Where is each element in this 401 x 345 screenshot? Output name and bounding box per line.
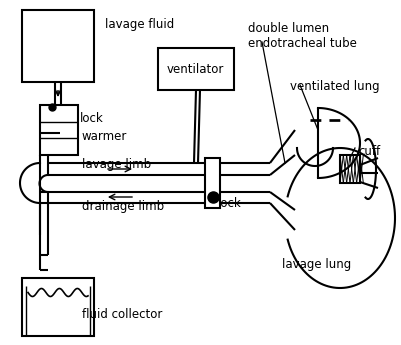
Text: lock: lock xyxy=(80,112,104,125)
Text: cuff: cuff xyxy=(358,145,380,158)
Text: lavage lung: lavage lung xyxy=(282,258,351,271)
Text: double lumen
endotracheal tube: double lumen endotracheal tube xyxy=(248,22,357,50)
Bar xyxy=(22,10,94,82)
Bar xyxy=(22,278,94,336)
Text: warmer: warmer xyxy=(82,130,128,143)
Bar xyxy=(40,105,78,155)
Bar xyxy=(340,155,360,183)
Text: drainage limb: drainage limb xyxy=(82,200,164,213)
Bar xyxy=(205,158,220,208)
Text: ventilated lung: ventilated lung xyxy=(290,80,380,93)
Text: fluid collector: fluid collector xyxy=(82,308,162,321)
Text: lavage limb: lavage limb xyxy=(82,158,151,171)
Text: lavage fluid: lavage fluid xyxy=(105,18,174,31)
Text: lock: lock xyxy=(218,197,242,210)
Text: ventilator: ventilator xyxy=(166,63,224,76)
Bar xyxy=(158,48,234,90)
